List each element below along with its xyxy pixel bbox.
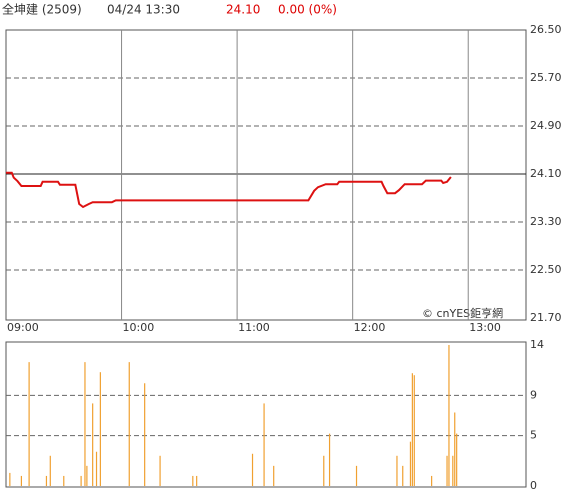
y-tick-label: 22.50 [530,263,562,276]
price-line [6,171,452,209]
y-tick-label: 14 [530,338,544,351]
y-tick-label: 25.70 [530,71,562,84]
y-tick-label: 23.30 [530,215,562,228]
y-tick-label: 24.90 [530,119,562,132]
x-tick-label: 09:00 [7,321,39,334]
y-tick-label: 9 [530,388,537,401]
y-tick-label: 0 [530,479,537,492]
change: 0.00 (0%) [278,3,337,17]
x-tick-label: 11:00 [238,321,270,334]
y-tick-label: 5 [530,429,537,442]
y-tick-label: 24.10 [530,167,562,180]
x-tick-label: 13:00 [469,321,501,334]
price: 24.10 [226,3,260,17]
quote-time: 04/24 13:30 [107,3,180,17]
watermark: © cnYES鉅亨網 [422,306,503,320]
x-tick-label: 10:00 [123,321,155,334]
volume-panel [5,341,527,488]
y-tick-label: 26.50 [530,23,562,36]
y-tick-label: 21.70 [530,311,562,324]
stock-name: 全坤建 (2509) [2,2,82,17]
price-panel [5,29,527,321]
x-tick-label: 12:00 [354,321,386,334]
